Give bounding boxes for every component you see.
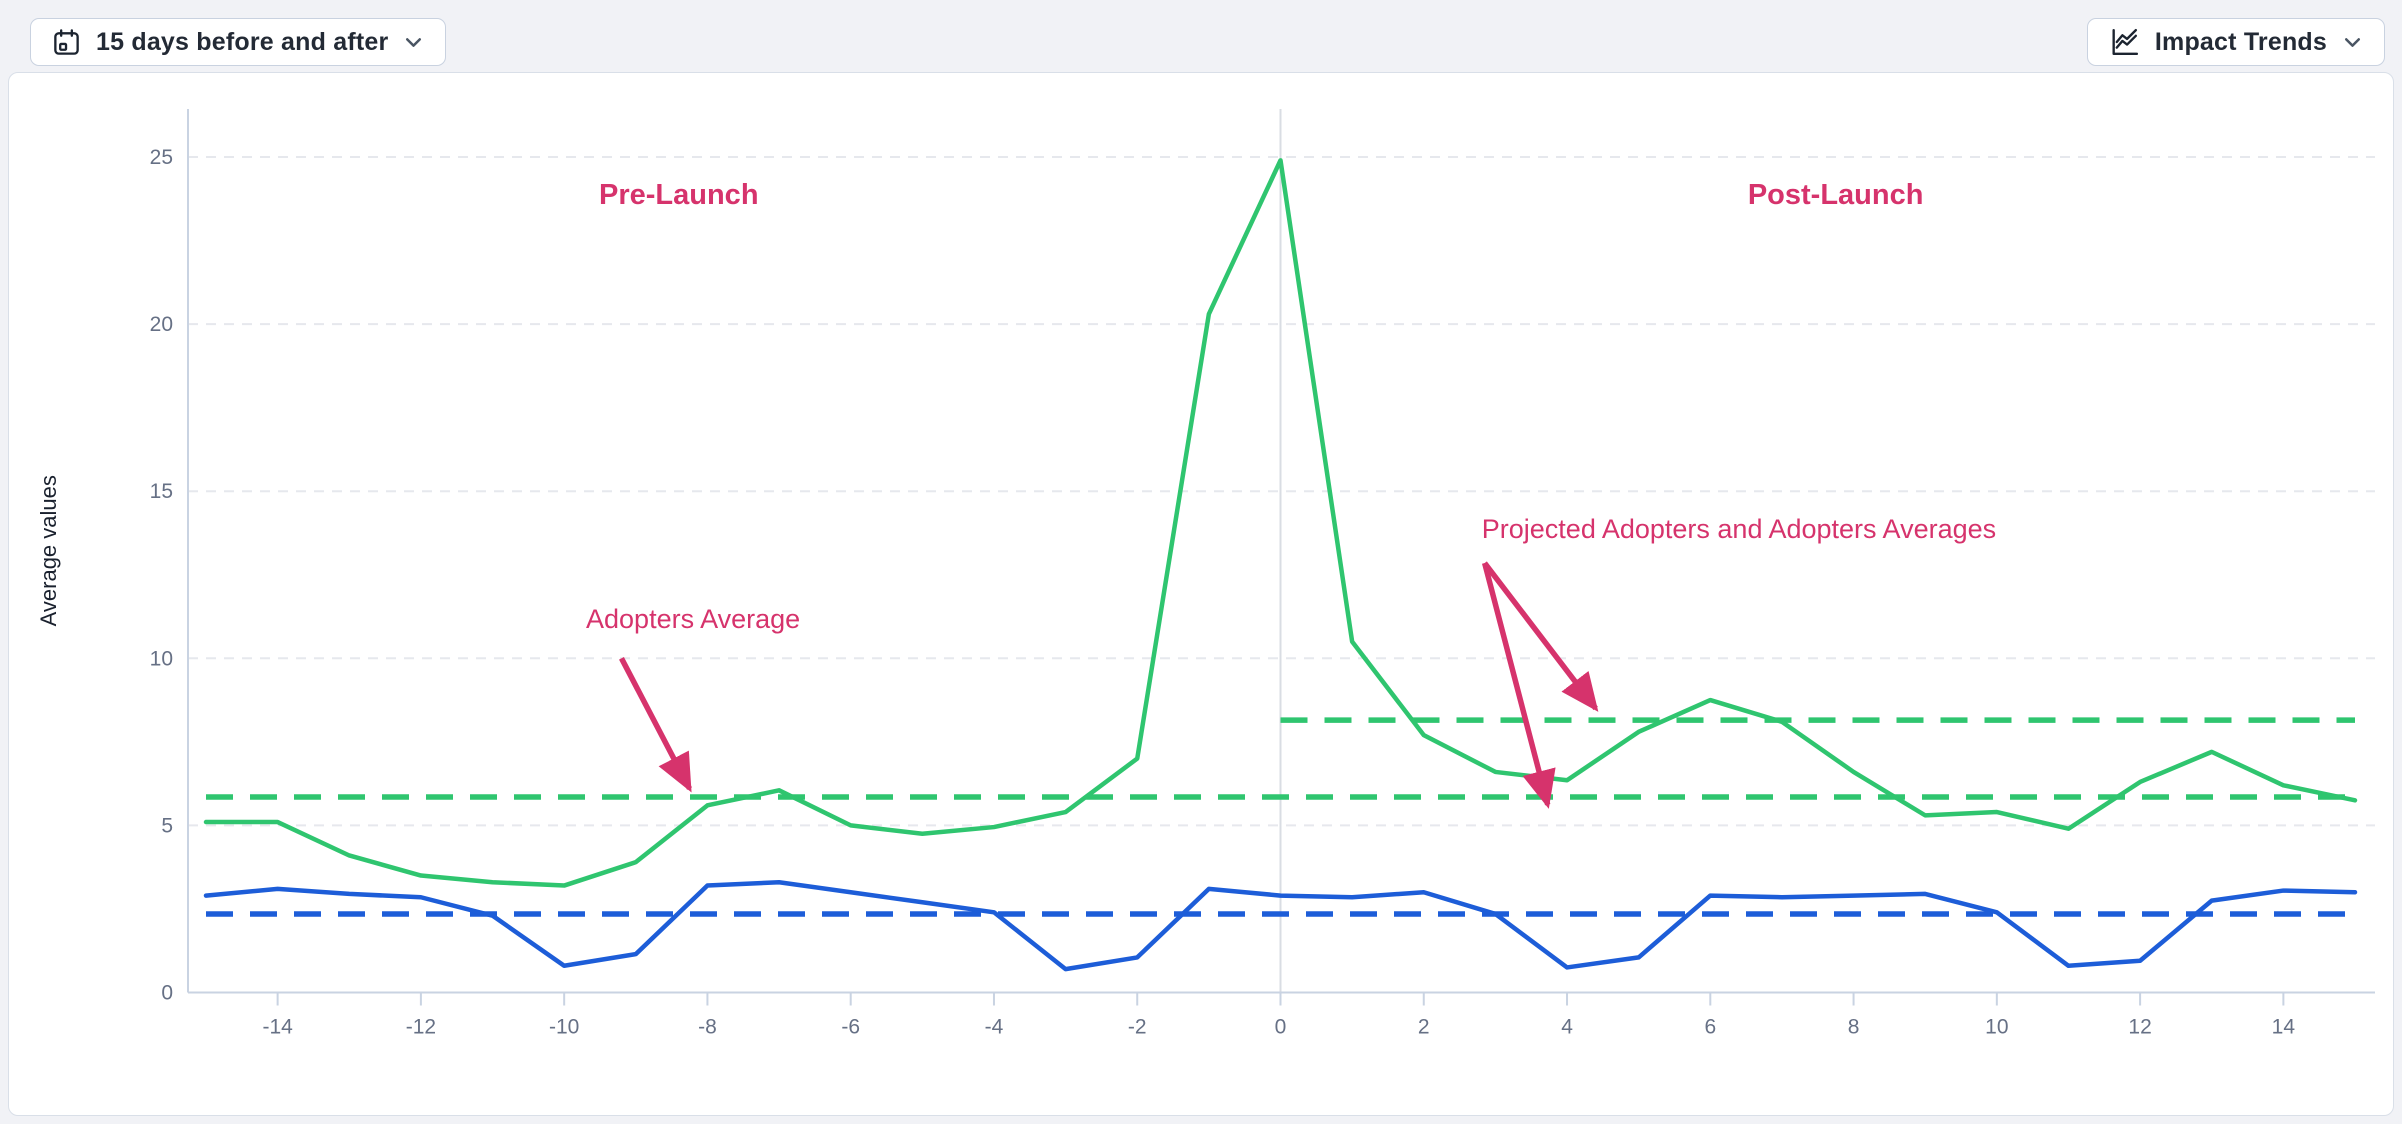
y-tick-label: 25 [150,146,173,169]
adopters-average-label-arrow-0 [619,657,692,793]
impact-trends-label: Impact Trends [2154,27,2327,56]
impact-trends-chart: -14 -12 -10 -8 -6 -4 -2 0 2 4 6 8 10 12 14 0 5 10 15 20 25 Av… [36,109,2375,1039]
y-tick-label: 20 [150,313,173,336]
pre-launch-label: Pre-Launch [599,179,759,211]
projected-averages-label-arrow-0 [1482,561,1599,712]
adopters-average-label: Adopters Average [586,604,800,634]
x-tick-label: -14 [262,1016,293,1039]
series-line-projected-adopters [203,879,2358,972]
y-tick-label: 0 [161,982,173,1005]
x-tick-label: 12 [2128,1016,2151,1039]
x-tick-label: 4 [1561,1016,1573,1039]
chart-card: -14 -12 -10 -8 -6 -4 -2 0 2 4 6 8 10 12 14 0 5 10 15 20 25 Av… [8,72,2394,1116]
x-tick-label: 14 [2272,1016,2296,1039]
projected-averages-label: Projected Adopters and Adopters Averages [1482,514,1996,544]
y-axis-title: Average values [36,475,61,626]
y-tick-label: 10 [150,647,173,670]
impact-trends-button[interactable]: Impact Trends [2086,18,2385,66]
x-tick-label: 6 [1704,1016,1716,1039]
x-tick-label: -12 [406,1016,436,1039]
date-range-label: 15 days before and after [96,27,389,56]
x-tick-label: -2 [1128,1016,1147,1039]
x-tick-label: 2 [1418,1016,1430,1039]
x-tick-label: 0 [1275,1016,1287,1039]
calendar-icon [51,27,82,58]
line-chart-icon [2108,26,2141,59]
date-range-button[interactable]: 15 days before and after [30,18,447,66]
x-tick-label: -10 [549,1016,579,1039]
x-tick-label: 10 [1985,1016,2008,1039]
series-line-adopters [203,158,2358,888]
projected-averages-label-arrow-1 [1481,562,1556,809]
x-tick-label: -8 [698,1016,717,1039]
x-tick-label: 8 [1848,1016,1860,1039]
x-tick-label: -6 [841,1016,860,1039]
y-tick-label: 15 [150,480,173,503]
post-launch-label: Post-Launch [1748,179,1924,211]
chevron-down-icon [402,31,425,54]
y-tick-label: 5 [161,814,173,837]
x-tick-label: -4 [985,1016,1004,1039]
chevron-down-icon [2341,31,2364,54]
